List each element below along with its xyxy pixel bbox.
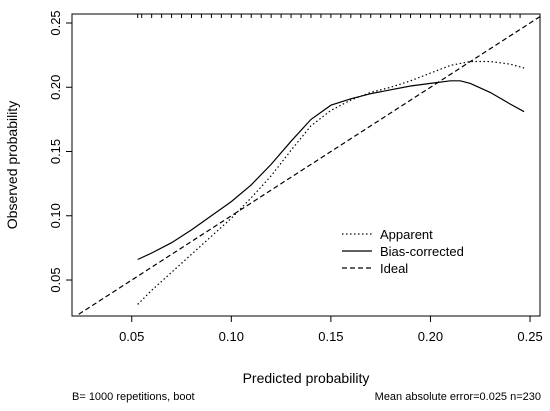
x-axis: 0.05 0.10 0.15 0.20 0.25 (119, 316, 543, 344)
x-tick-label: 0.15 (318, 329, 343, 344)
y-tick-label: 0.25 (48, 10, 63, 35)
y-tick-label: 0.10 (48, 203, 63, 228)
series-line-apparent (137, 60, 525, 305)
series-line-ideal (74, 16, 540, 316)
plot-frame (71, 13, 541, 317)
x-tick-label: 0.20 (418, 329, 443, 344)
x-tick-label: 0.25 (517, 329, 542, 344)
footer-right: Mean absolute error=0.025 n=230 (375, 391, 541, 403)
y-tick-label: 0.05 (48, 267, 63, 292)
footer-left: B= 1000 repetitions, boot (72, 391, 195, 403)
x-tick-label: 0.05 (119, 329, 144, 344)
y-tick-label: 0.15 (48, 139, 63, 164)
legend-label: Ideal (380, 261, 408, 276)
legend-label: Bias-corrected (380, 244, 464, 259)
x-axis-title: Predicted probability (243, 370, 370, 386)
calibration-lines (74, 16, 540, 316)
y-axis: 0.05 0.10 0.15 0.20 0.25 (48, 10, 72, 293)
legend-label: Apparent (380, 227, 433, 242)
series-line-bias-corrected (137, 80, 525, 261)
y-tick-label: 0.20 (48, 75, 63, 100)
legend: Apparent Bias-corrected Ideal (342, 227, 464, 276)
x-tick-label: 0.10 (219, 329, 244, 344)
y-axis-title: Observed probability (4, 101, 20, 229)
rug-marks (137, 14, 521, 18)
